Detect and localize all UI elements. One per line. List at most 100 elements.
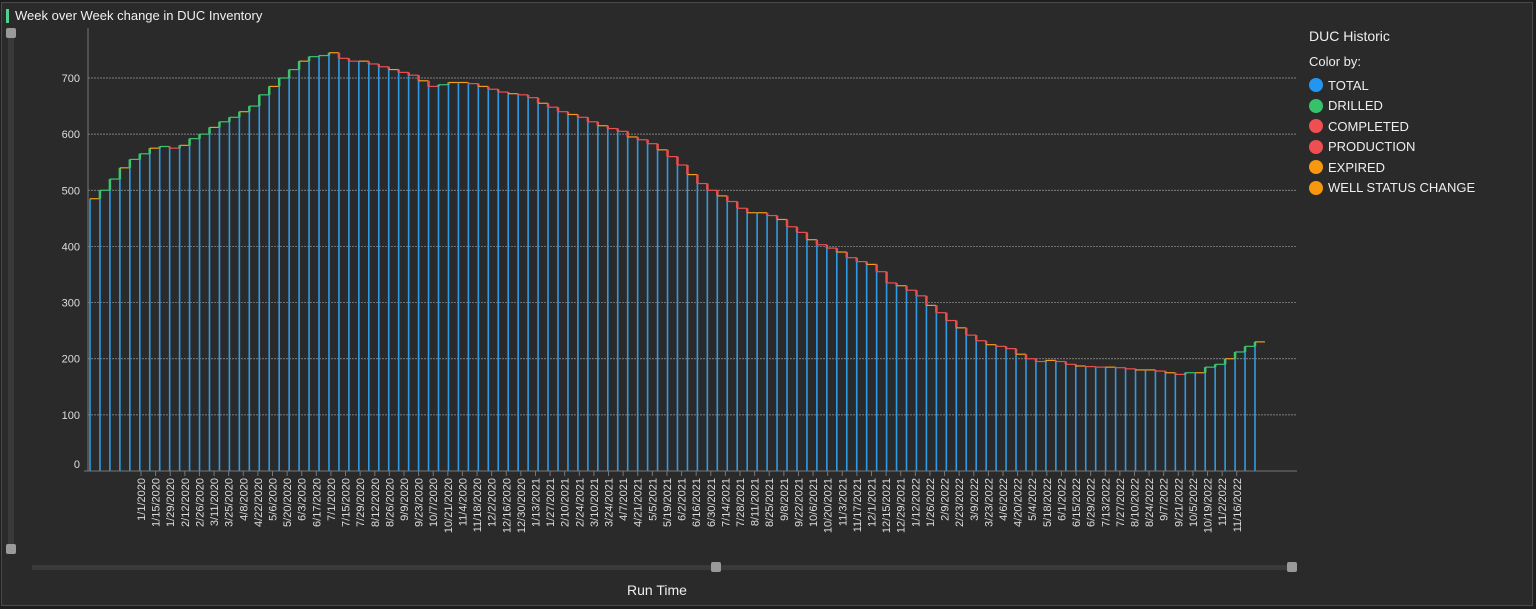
x-tick-label: 12/30/2020 xyxy=(516,478,528,533)
legend-title: DUC Historic xyxy=(1309,28,1390,44)
x-tick-label: 1/13/2021 xyxy=(530,478,542,527)
x-tick-label: 4/20/2022 xyxy=(1013,478,1025,527)
x-tick-label: 11/3/2021 xyxy=(837,478,849,526)
legend-item-label: WELL STATUS CHANGE xyxy=(1328,180,1476,196)
x-tick-label: 9/21/2022 xyxy=(1173,478,1185,527)
legend-dot-icon xyxy=(1309,78,1323,93)
x-tick-label: 9/8/2021 xyxy=(779,478,791,521)
x-tick-label: 9/9/2020 xyxy=(399,478,411,521)
x-tick-label: 7/1/2020 xyxy=(326,478,338,521)
chart-title: Week over Week change in DUC Inventory xyxy=(6,9,262,23)
x-tick-label: 3/24/2021 xyxy=(604,478,616,527)
x-tick-label: 1/29/2020 xyxy=(165,478,177,527)
x-tick-label: 7/28/2021 xyxy=(735,478,747,527)
x-tick-label: 8/24/2022 xyxy=(1144,478,1156,527)
x-tick-label: 11/2/2022 xyxy=(1217,478,1229,526)
y-tick-label: 500 xyxy=(62,185,80,197)
y-axis-ticks: 0 100 200 300 400 500 600 700 xyxy=(62,73,80,471)
x-tick-label: 11/18/2020 xyxy=(472,478,484,532)
legend-item-label: EXPIRED xyxy=(1328,159,1386,175)
x-tick-label: 6/15/2022 xyxy=(1071,478,1083,527)
x-tick-label: 2/23/2022 xyxy=(954,478,966,527)
x-tick-label: 3/25/2020 xyxy=(224,478,236,527)
x-tick-label: 1/12/2022 xyxy=(910,478,922,527)
x-tick-label: 11/17/2021 xyxy=(852,478,864,532)
x-tick-label: 6/30/2021 xyxy=(706,478,718,527)
x-tick-label: 2/24/2021 xyxy=(574,478,586,527)
legend-item-total[interactable]: TOTAL xyxy=(1309,75,1475,96)
x-tick-label: 8/10/2022 xyxy=(1129,478,1141,527)
x-tick-label: 10/20/2021 xyxy=(823,478,835,533)
vertical-zoom-track[interactable] xyxy=(8,36,14,546)
x-tick-label: 5/18/2022 xyxy=(1042,478,1054,527)
x-tick-label: 8/11/2021 xyxy=(750,478,762,526)
x-tick-label: 7/29/2020 xyxy=(355,478,367,527)
x-tick-label: 8/26/2020 xyxy=(384,478,396,527)
x-tick-label: 7/14/2021 xyxy=(720,478,732,527)
x-tick-label: 2/12/2020 xyxy=(180,478,192,527)
horizontal-zoom-handle-left[interactable] xyxy=(711,562,721,572)
x-tick-label: 6/2/2021 xyxy=(677,478,689,521)
x-tick-label: 7/27/2022 xyxy=(1115,478,1127,527)
x-tick-label: 10/7/2020 xyxy=(428,478,440,527)
x-tick-label: 9/23/2020 xyxy=(414,478,426,527)
x-tick-label: 2/26/2020 xyxy=(194,478,206,527)
color-by-label: Color by: xyxy=(1309,54,1362,69)
legend-dot-icon xyxy=(1309,139,1323,154)
vertical-zoom-handle-bottom[interactable] xyxy=(6,544,16,554)
x-tick-label: 11/4/2020 xyxy=(457,478,469,526)
x-tick-label: 3/9/2022 xyxy=(969,478,981,521)
y-tick-label: 100 xyxy=(62,410,80,422)
x-tick-label: 12/29/2021 xyxy=(896,478,908,533)
x-tick-label: 5/20/2020 xyxy=(282,478,294,527)
legend-dot-icon xyxy=(1309,119,1323,134)
x-tick-label: 10/6/2021 xyxy=(808,478,820,527)
x-axis-ticks: 1/1/2020 1/15/2020 1/29/2020 2/12/2020 2/26/… xyxy=(136,471,1244,533)
y-tick-label: 400 xyxy=(62,241,80,253)
legend-dot-icon xyxy=(1309,160,1323,175)
x-tick-label: 1/15/2020 xyxy=(151,478,163,527)
x-tick-label: 2/9/2022 xyxy=(940,478,952,521)
y-tick-label: 200 xyxy=(62,354,80,366)
x-tick-label: 3/11/2020 xyxy=(209,478,221,526)
vertical-zoom-handle-top[interactable] xyxy=(6,28,16,38)
legend-dot-icon xyxy=(1309,98,1323,113)
legend-item-completed[interactable]: COMPLETED xyxy=(1309,116,1475,137)
x-tick-label: 12/15/2021 xyxy=(881,478,893,533)
x-tick-label: 1/26/2022 xyxy=(925,478,937,527)
horizontal-zoom-handle-right[interactable] xyxy=(1287,562,1297,572)
x-tick-label: 6/1/2022 xyxy=(1056,478,1068,521)
x-tick-label: 6/17/2020 xyxy=(311,478,323,527)
legend-item-production[interactable]: PRODUCTION xyxy=(1309,137,1475,158)
x-tick-label: 12/2/2020 xyxy=(487,478,499,527)
x-tick-label: 1/1/2020 xyxy=(136,478,148,521)
y-tick-label: 0 xyxy=(74,459,80,471)
y-tick-label: 700 xyxy=(62,73,80,85)
legend-item-well-status-change[interactable]: WELL STATUS CHANGE xyxy=(1309,178,1475,199)
x-tick-label: 4/21/2021 xyxy=(633,478,645,527)
x-tick-label: 5/5/2021 xyxy=(647,478,659,521)
x-tick-label: 5/19/2021 xyxy=(662,478,674,527)
x-tick-label: 6/16/2021 xyxy=(691,478,703,527)
x-tick-label: 5/6/2020 xyxy=(267,478,279,521)
x-tick-label: 6/3/2020 xyxy=(297,478,309,521)
x-tick-label: 2/10/2021 xyxy=(560,478,572,527)
legend-item-drilled[interactable]: DRILLED xyxy=(1309,96,1475,117)
x-tick-label: 6/29/2022 xyxy=(1086,478,1098,527)
x-tick-label: 8/12/2020 xyxy=(370,478,382,527)
horizontal-zoom-track[interactable] xyxy=(32,565,1294,570)
x-tick-label: 4/6/2022 xyxy=(998,478,1010,521)
x-axis-label: Run Time xyxy=(627,582,687,598)
x-tick-label: 9/7/2022 xyxy=(1159,478,1171,521)
x-tick-label: 4/7/2021 xyxy=(618,478,630,521)
legend-item-label: DRILLED xyxy=(1328,98,1383,114)
x-tick-label: 3/23/2022 xyxy=(983,478,995,527)
x-tick-label: 4/8/2020 xyxy=(238,478,250,521)
x-tick-label: 9/22/2021 xyxy=(793,478,805,527)
legend-item-expired[interactable]: EXPIRED xyxy=(1309,157,1475,178)
x-tick-label: 1/27/2021 xyxy=(545,478,557,527)
legend-item-label: PRODUCTION xyxy=(1328,139,1416,155)
x-tick-label: 10/21/2020 xyxy=(443,478,455,533)
x-tick-label: 10/19/2022 xyxy=(1203,478,1215,533)
x-tick-label: 11/16/2022 xyxy=(1232,478,1244,532)
